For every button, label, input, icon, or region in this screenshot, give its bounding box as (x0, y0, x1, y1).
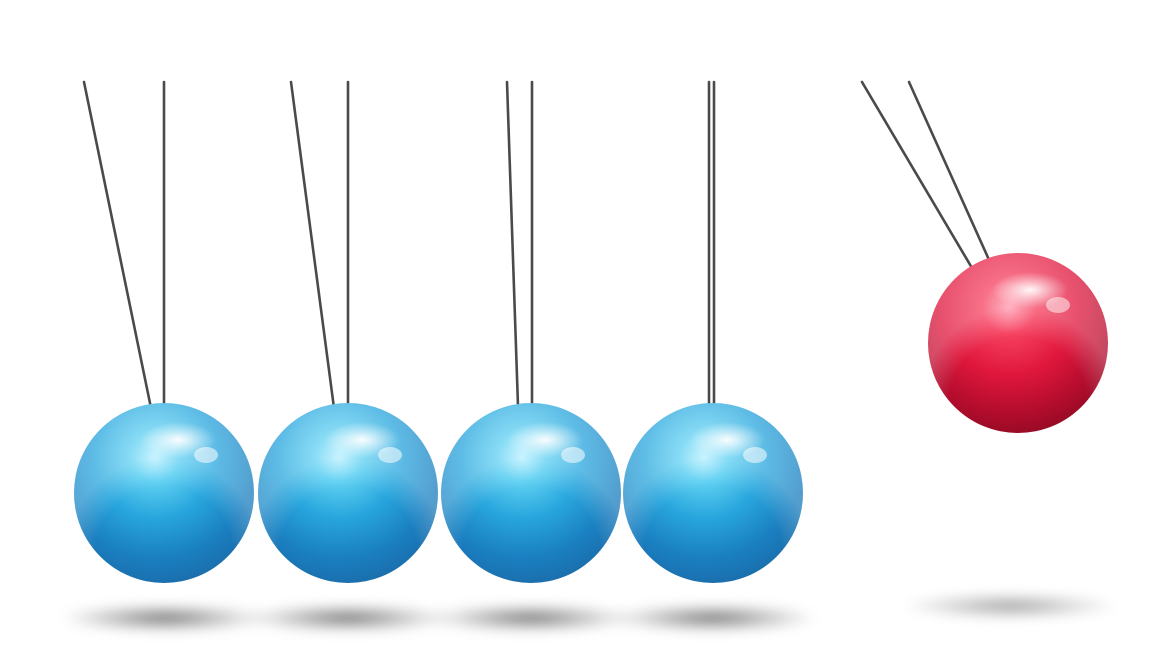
ball-4 (623, 403, 803, 583)
floor-shadows (60, 593, 1120, 632)
ball-2 (258, 403, 438, 583)
string-ball-5-front (907, 80, 992, 264)
strings (82, 80, 992, 410)
string-ball-1-back (82, 80, 153, 410)
string-ball-5-back (860, 80, 974, 270)
ball-1 (74, 403, 254, 583)
shadow-ball-4 (608, 604, 818, 632)
string-ball-2-back (289, 80, 336, 410)
shadow-ball-5 (900, 593, 1120, 619)
shadow-ball-2 (243, 604, 453, 632)
shadow-ball-1 (60, 604, 270, 632)
shadow-ball-3 (426, 604, 636, 632)
ball-5 (928, 253, 1108, 433)
ball-3 (441, 403, 621, 583)
string-ball-3-back (505, 80, 520, 408)
